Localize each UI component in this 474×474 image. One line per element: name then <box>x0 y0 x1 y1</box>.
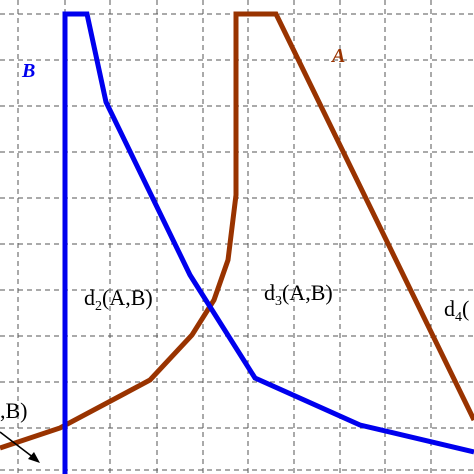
region-label-d3: d3(A,B) <box>264 280 333 309</box>
region-label-d2: d2(A,B) <box>84 285 153 314</box>
curve-b <box>62 11 474 474</box>
region-label-d1-partial: ,B) <box>0 398 28 423</box>
curve-a-label: A <box>330 45 345 67</box>
curve-b-label: B <box>21 60 35 82</box>
curve-a <box>0 11 474 451</box>
arrow-icon <box>0 431 40 463</box>
region-label-d4: d4( <box>444 296 469 325</box>
